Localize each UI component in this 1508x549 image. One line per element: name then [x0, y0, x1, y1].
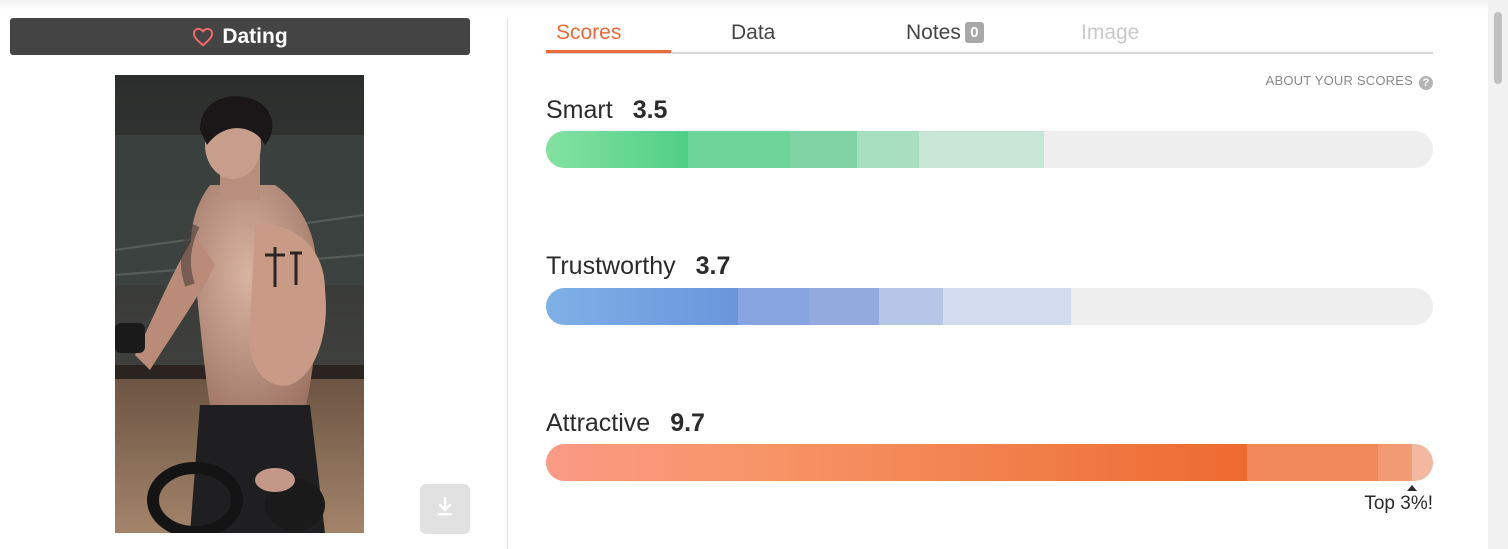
score-value: 3.7 [695, 252, 731, 280]
score-label: Trustworthy [546, 252, 676, 280]
user-photo [115, 75, 364, 533]
category-label: Dating [222, 24, 288, 48]
notes-count-badge: 0 [964, 22, 984, 43]
download-icon [435, 496, 455, 523]
tab-data[interactable]: Data [731, 21, 775, 45]
score-label: Smart [546, 96, 613, 124]
tab-scores-label: Scores [556, 21, 622, 44]
about-scores-label: ABOUT YOUR SCORES [1265, 73, 1413, 88]
scrollbar[interactable] [1488, 0, 1508, 549]
bar-fill-attractive-4 [1412, 444, 1433, 481]
help-icon: ? [1419, 76, 1433, 90]
bar-fill-smart-3 [790, 131, 857, 168]
scrollbar-thumb[interactable] [1494, 12, 1502, 84]
bar-fill-smart-2 [688, 131, 790, 168]
bar-fill-trustworthy-2 [738, 288, 809, 325]
about-scores-link[interactable]: ABOUT YOUR SCORES? [1200, 73, 1433, 90]
bar-fill-trustworthy-4 [879, 288, 943, 325]
bar-fill-smart-5 [919, 131, 1044, 168]
score-label: Attractive [546, 409, 651, 437]
bar-fill-trustworthy-3 [809, 288, 879, 325]
download-button[interactable] [420, 484, 470, 534]
active-tab-indicator [546, 50, 671, 53]
score-bar-smart [546, 131, 1433, 168]
tab-notes-label: Notes [906, 21, 961, 44]
tab-image[interactable]: Image [1081, 21, 1139, 45]
score-attractive: Attractive 9.7 [546, 409, 705, 438]
heart-icon [192, 27, 214, 47]
score-bar-trustworthy [546, 288, 1433, 325]
score-value: 9.7 [670, 409, 705, 437]
bar-fill-trustworthy [546, 288, 738, 325]
tab-image-label: Image [1081, 21, 1140, 44]
tab-bar: Scores Data Notes 0 Image [546, 18, 1433, 54]
panel-divider [507, 18, 508, 549]
tab-scores[interactable]: Scores [556, 21, 621, 45]
tab-notes[interactable]: Notes 0 [906, 21, 984, 45]
score-smart: Smart 3.5 [546, 96, 667, 125]
score-bar-attractive [546, 444, 1433, 481]
bar-fill-smart [546, 131, 688, 168]
bar-fill-attractive-3 [1378, 444, 1412, 481]
top-percent-note: Top 3%! [1364, 493, 1433, 514]
dating-category-button[interactable]: Dating [10, 18, 470, 55]
bar-fill-smart-4 [857, 131, 919, 168]
score-value: 3.5 [632, 96, 668, 124]
bar-fill-trustworthy-5 [943, 288, 1071, 325]
score-trustworthy: Trustworthy 3.7 [546, 252, 730, 281]
percentile-marker [1407, 485, 1417, 491]
tab-data-label: Data [731, 21, 776, 44]
bar-fill-attractive [546, 444, 1247, 481]
top-shadow [0, 0, 1488, 10]
bar-fill-attractive-2 [1247, 444, 1378, 481]
